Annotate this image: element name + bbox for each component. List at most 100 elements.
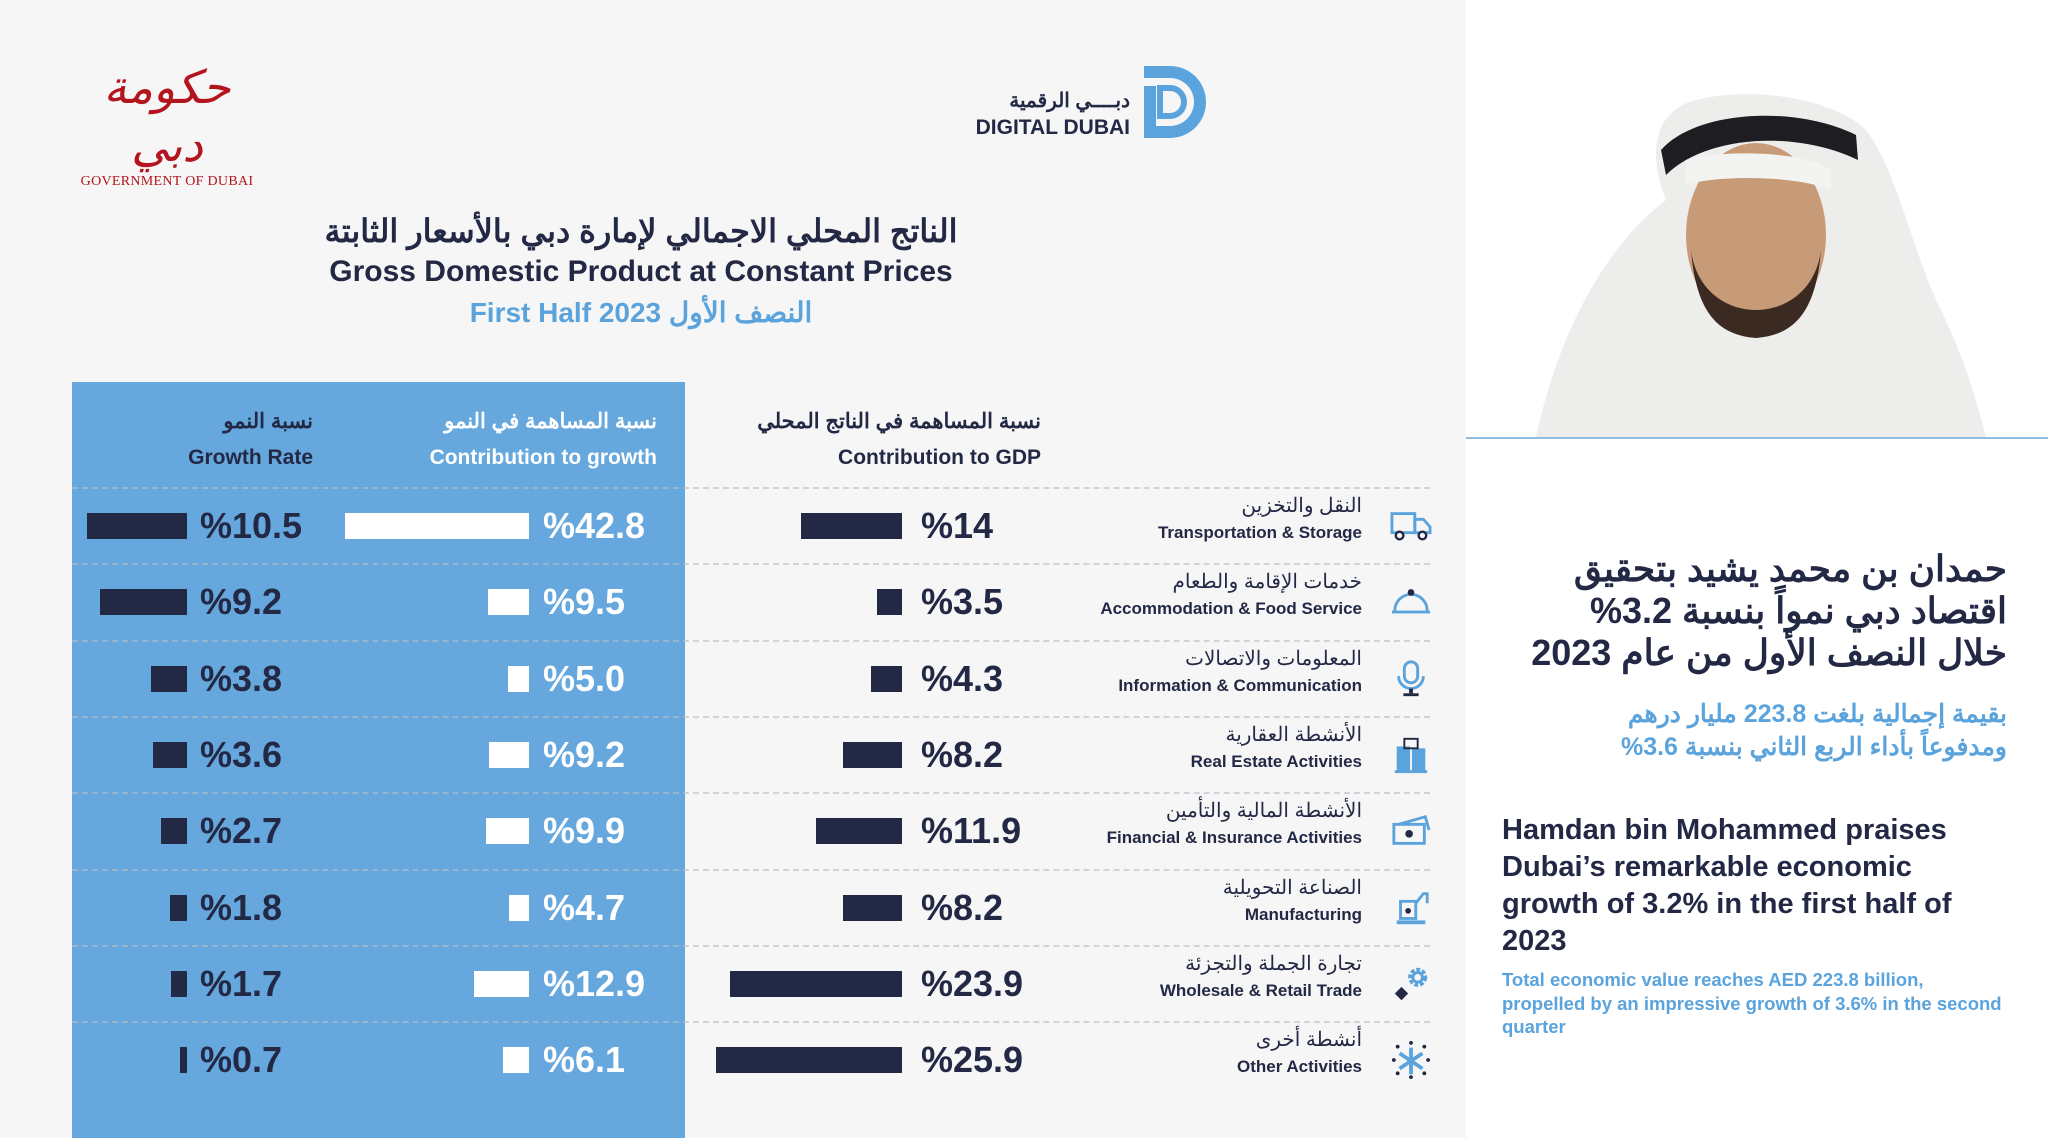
gdp-value: %8.2 [921, 733, 1004, 775]
gdp-value: %25.9 [921, 1039, 1024, 1081]
growth-rate-value: %3.8 [200, 657, 283, 699]
sparkle-icon [1391, 1041, 1431, 1080]
row-divider [72, 639, 1430, 642]
news-text-block: حمدان بن محمد يشيد بتحقيق اقتصاد دبي نمو… [1502, 548, 2007, 1039]
growth-rate-bar [99, 589, 187, 616]
contribution-gdp-header-ar: نسبة المساهمة في الناتج المحلي [757, 410, 1041, 433]
growth-rate-value: %2.7 [200, 810, 283, 852]
gdp-bar [715, 1047, 902, 1074]
contribution-growth-bar [473, 970, 529, 997]
contribution-gdp-header-en: Contribution to GDP [838, 446, 1041, 469]
portrait-photo [1466, 0, 2048, 437]
contribution-growth-value: %9.9 [543, 810, 626, 852]
contribution-growth-value: %4.7 [543, 886, 626, 928]
category-label-en: Manufacturing [1244, 904, 1362, 924]
headline-ar-line-1: حمدان بن محمد يشيد بتحقيق [1573, 548, 2007, 589]
growth-rate-value: %3.6 [200, 733, 283, 775]
growth-rate-bar [180, 1047, 187, 1074]
growth-rate-value: %0.7 [200, 1039, 283, 1081]
gears-icon [1394, 967, 1428, 1000]
category-label-ar: الصناعة التحويلية [1222, 876, 1362, 899]
growth-rate-value: %10.5 [200, 505, 303, 546]
contribution-growth-value: %42.8 [543, 505, 646, 546]
contribution-growth-bar [344, 513, 529, 539]
subheadline-en: Total economic value reaches AED 223.8 b… [1502, 969, 2002, 1037]
gdp-bar [842, 894, 902, 921]
gdp-value: %23.9 [921, 962, 1024, 1004]
infographic-panel: حكومة دبي GOVERNMENT OF DUBAI دبــــي ال… [72, 58, 1432, 1138]
gdp-value: %8.2 [921, 886, 1004, 928]
contribution-growth-bar [489, 741, 529, 768]
growth-rate-value: %9.2 [200, 581, 283, 623]
news-panel: حمدان بن محمد يشيد بتحقيق اقتصاد دبي نمو… [1466, 0, 2048, 1138]
growth-rate-header-ar: نسبة النمو [223, 410, 313, 433]
gdp-bar [871, 665, 902, 692]
gdp-bar [842, 741, 902, 768]
title-english: Gross Domestic Product at Constant Price… [329, 255, 953, 288]
digital-logo-arabic: دبــــي الرقمية [1009, 90, 1130, 112]
gdp-bar [816, 818, 902, 845]
category-label-ar: أنشطة أخرى [1255, 1029, 1362, 1052]
category-label-ar: الأنشطة العقارية [1225, 723, 1362, 746]
category-label-ar: الأنشطة المالية والتأمين [1165, 800, 1362, 823]
contribution-growth-value: %5.0 [543, 657, 626, 699]
category-label-en: Accommodation & Food Service [1100, 599, 1362, 619]
gov-logo-text: GOVERNMENT OF DUBAI [80, 174, 254, 189]
gdp-value: %4.3 [921, 657, 1004, 699]
subheadline-ar-line-1: بقيمة إجمالية بلغت 223.8 مليار درهم [1627, 700, 2007, 728]
money-icon [1392, 815, 1431, 845]
growth-rate-header-en: Growth Rate [188, 446, 313, 469]
growth-rate-bar [170, 970, 187, 997]
growth-rate-bar [87, 513, 187, 539]
contribution-growth-bar [486, 818, 529, 845]
contribution-growth-bar [508, 894, 529, 921]
gdp-bar [876, 589, 902, 616]
building-icon [1394, 737, 1428, 773]
row-divider [72, 868, 1430, 871]
contribution-growth-value: %9.5 [543, 581, 626, 623]
row-divider [72, 792, 1430, 795]
category-label-ar: تجارة الجملة والتجزئة [1185, 952, 1362, 975]
period-subtitle: First Half 2023 النصف الأول [469, 297, 813, 328]
contribution-growth-value: %12.9 [543, 962, 646, 1004]
contribution-growth-bar [488, 589, 529, 616]
contribution-growth-value: %6.1 [543, 1039, 626, 1081]
government-of-dubai-logo: حكومة دبي GOVERNMENT OF DUBAI [72, 58, 262, 189]
row-divider [72, 944, 1430, 947]
digital-d-icon [1144, 66, 1206, 138]
contribution-growth-value: %9.2 [543, 733, 626, 775]
contribution-growth-bar [507, 665, 529, 692]
gdp-value: %11.9 [921, 810, 1022, 852]
category-label-en: Financial & Insurance Activities [1106, 828, 1362, 848]
truck-icon [1390, 512, 1432, 541]
microphone-icon [1397, 660, 1425, 696]
row-divider [72, 563, 1430, 566]
gdp-value: %14 [921, 505, 994, 546]
growth-rate-bar [150, 665, 187, 692]
category-label-en: Information & Communication [1118, 675, 1362, 695]
gov-logo-calligraphy: حكومة دبي [103, 60, 231, 172]
digital-logo-english: DIGITAL DUBAI [975, 116, 1130, 139]
title-arabic: الناتج المحلي الاجمالي لإمارة دبي بالأسع… [324, 213, 958, 249]
gdp-bar [729, 970, 902, 997]
headline-en: Hamdan bin Mohammed praises Dubai’s rema… [1502, 814, 1952, 957]
growth-rate-value: %1.7 [200, 962, 283, 1004]
subheadline-ar-line-2: ومدفوعاً بأداء الربع الثاني بنسبة 3.6% [1620, 733, 2007, 761]
growth-rate-bar [169, 894, 187, 921]
row-divider [72, 487, 1430, 489]
category-label-en: Other Activities [1236, 1057, 1362, 1077]
category-label-ar: المعلومات والاتصالات [1185, 647, 1362, 670]
growth-rate-value: %1.8 [200, 886, 283, 928]
digital-dubai-logo: دبــــي الرقمية DIGITAL DUBAI [976, 62, 1214, 144]
section-divider [1466, 437, 2048, 439]
row-divider [72, 715, 1430, 718]
growth-rate-bar [152, 741, 187, 768]
headline-ar-line-2: اقتصاد دبي نمواً بنسبة 3.2% [1589, 590, 2007, 631]
contribution-growth-header-ar: نسبة المساهمة في النمو [444, 410, 657, 433]
category-label-en: Wholesale & Retail Trade [1159, 980, 1362, 1000]
robot-arm-icon [1396, 891, 1429, 924]
gdp-value: %3.5 [921, 581, 1004, 623]
headline-ar-line-3: خلال النصف الأول من عام 2023 [1531, 632, 2007, 673]
row-divider [72, 1021, 1430, 1024]
gdp-bar [801, 513, 902, 539]
